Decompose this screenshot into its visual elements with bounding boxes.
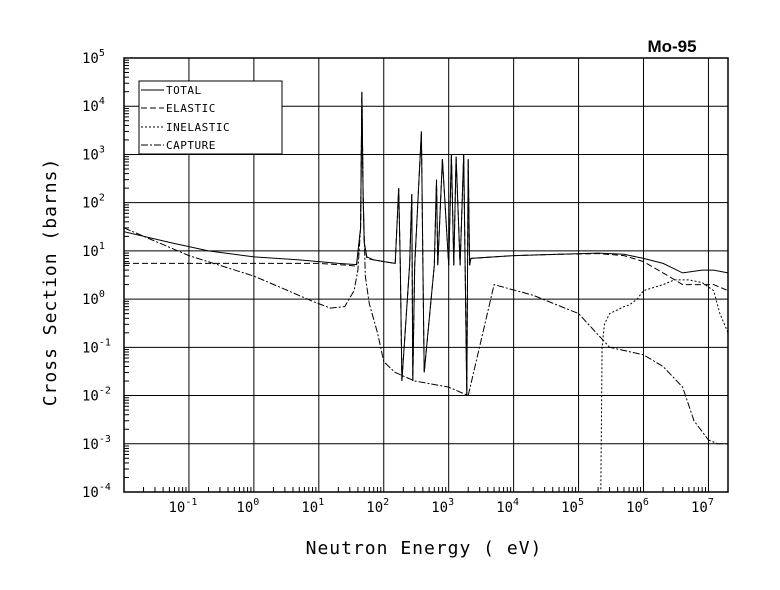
x-tick-label: 104 [496,497,519,516]
legend: TOTAL ELASTIC INELASTIC CAPTURE [138,80,283,155]
y-tick-label: 10-4 [82,482,111,501]
legend-label-capture: CAPTURE [166,139,216,152]
y-tick-label: 10-2 [82,386,111,405]
x-tick-label: 107 [691,497,714,516]
plot-frame [123,57,729,493]
legend-box [138,80,283,155]
legend-label-total: TOTAL [166,84,202,97]
x-tick-label: 103 [431,497,454,516]
legend-label-elastic: ELASTIC [166,102,216,115]
x-tick-label: 106 [626,497,649,516]
y-tick-label: 10-3 [82,434,111,453]
y-tick-label: 103 [82,144,105,163]
chart-title: Mo-95 [647,37,696,56]
series-line-inelastic [599,279,729,493]
y-axis-label: Cross Section (barns) [40,158,61,407]
x-tick-labels: 10-1 100 101 102 103 104 105 106 107 [168,497,713,516]
y-tick-label: 10-1 [82,337,111,356]
y-tick-labels: 10-4 10-3 10-2 10-1 100 101 102 103 104 105 [82,48,111,501]
x-axis-label: Neutron Energy ( eV) [306,538,543,559]
y-tick-label: 100 [82,289,105,308]
legend-label-inelastic: INELASTIC [166,121,230,134]
y-tick-label: 102 [82,193,105,212]
x-tick-label: 105 [561,497,584,516]
series-group [123,91,729,493]
y-tick-label: 101 [82,241,105,260]
y-tick-label: 104 [82,96,105,115]
x-tick-label: 100 [236,497,259,516]
x-tick-label: 10-1 [168,497,197,516]
x-tick-label: 102 [366,497,389,516]
x-tick-label: 101 [301,497,324,516]
y-tick-label: 105 [82,48,105,67]
series-line-capture [123,91,728,445]
